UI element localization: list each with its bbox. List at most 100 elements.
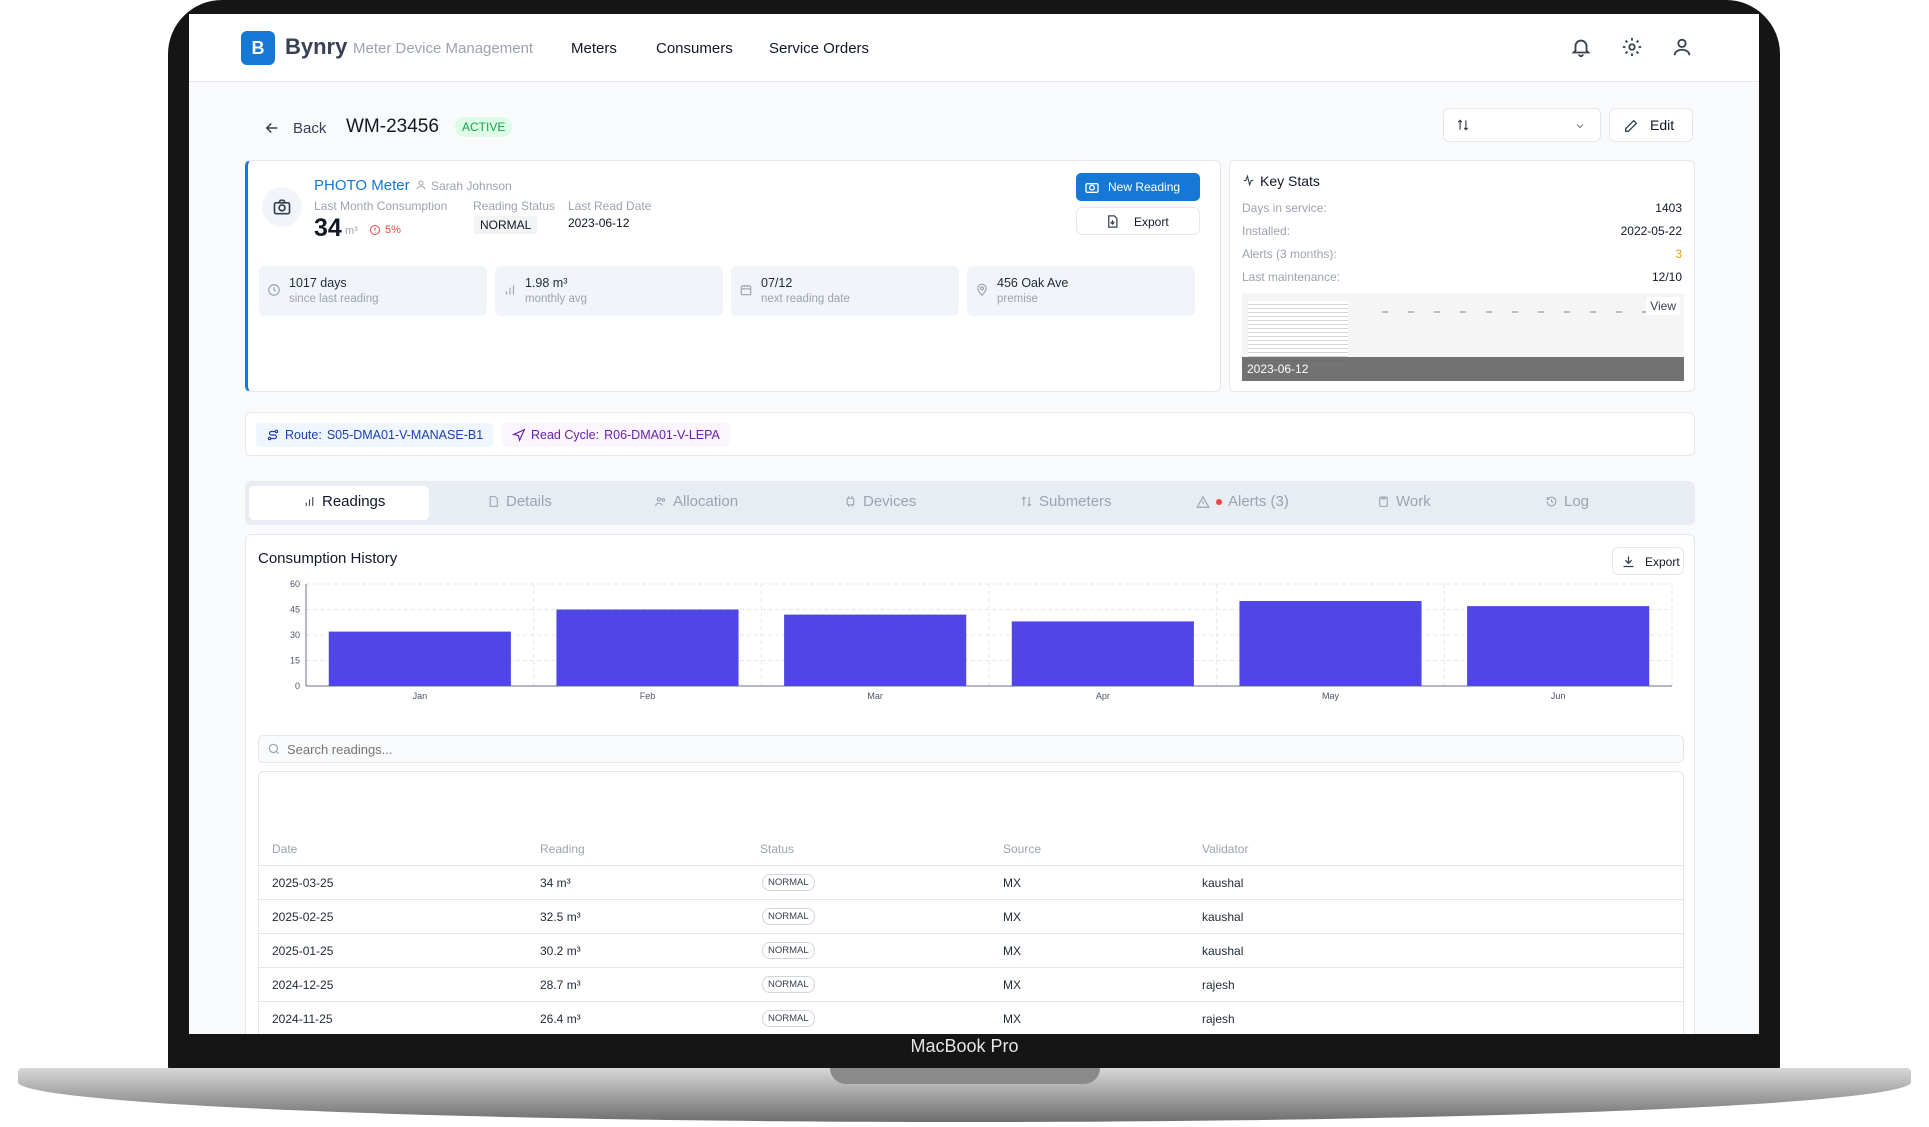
y-tick-label: 30: [290, 630, 300, 640]
chip-caption: premise: [997, 293, 1038, 305]
chip-caption: since last reading: [289, 293, 379, 305]
table-row[interactable]: 2025-03-25 34 m³ NORMAL MX kaushal: [257, 865, 1683, 899]
alert-dot: [1216, 498, 1222, 505]
bar-may: [1239, 601, 1422, 686]
y-tick-label: 45: [290, 605, 300, 615]
status-badge: NORMAL: [762, 908, 815, 925]
x-tick-label: Jun: [1551, 691, 1566, 701]
read-cycle-value: R06-DMA01-V-LEPA: [604, 428, 720, 442]
chip-value: 1017 days: [289, 276, 347, 290]
status-badge: NORMAL: [762, 976, 815, 993]
export-button[interactable]: Export: [1076, 207, 1200, 235]
user-icon: [416, 180, 426, 190]
key-stats-title: Key Stats: [1260, 173, 1320, 189]
users-icon: [655, 497, 666, 506]
gear-icon[interactable]: [1621, 36, 1643, 58]
logo[interactable]: B: [241, 31, 275, 65]
warning-icon: [1196, 495, 1210, 508]
edit-icon: [1625, 119, 1638, 132]
nav-meters[interactable]: Meters: [571, 40, 617, 57]
tab-alerts[interactable]: Alerts (3): [1196, 493, 1289, 510]
back-button[interactable]: Back: [293, 120, 327, 137]
stat-installed: Installed: 2022-05-22: [1242, 224, 1682, 238]
clock-icon: [268, 284, 280, 296]
edit-button[interactable]: Edit: [1609, 108, 1693, 142]
owner-name: Sarah Johnson: [431, 179, 512, 193]
table-cell: 2024-11-25: [272, 1012, 333, 1026]
route-label: Route:: [285, 428, 322, 442]
photo-texture: [1382, 311, 1672, 313]
tab-details[interactable]: Details: [487, 493, 552, 510]
col-validator[interactable]: Validator: [1202, 842, 1249, 856]
x-tick-label: Feb: [640, 691, 656, 701]
y-tick-label: 15: [290, 656, 300, 666]
table-cell: rajesh: [1202, 1012, 1235, 1026]
consumption-history-card: Consumption History Export 0 15 30 45 60 Jan F…: [245, 534, 1695, 1034]
chevron-down-icon: [1576, 124, 1584, 129]
user-icon[interactable]: [1671, 36, 1693, 58]
table-cell: 32.5 m³: [540, 910, 581, 924]
tab-submeters[interactable]: Submeters: [1020, 493, 1112, 510]
table-row[interactable]: 2024-12-25 28.7 m³ NORMAL MX rajesh: [257, 967, 1683, 1001]
col-reading[interactable]: Reading: [540, 842, 585, 856]
tab-devices[interactable]: Devices: [844, 493, 916, 510]
meter-photo-thumbnail[interactable]: 2023-06-12 View: [1242, 293, 1684, 381]
tab-allocation[interactable]: Allocation: [654, 493, 738, 510]
table-cell: 2025-02-25: [272, 910, 334, 924]
meter-type-link[interactable]: PHOTO Meter: [314, 177, 410, 194]
route-chip[interactable]: Route: S05-DMA01-V-MANASE-B1: [256, 423, 494, 447]
bar-feb: [556, 609, 739, 686]
col-date[interactable]: Date: [272, 842, 298, 856]
col-status[interactable]: Status: [760, 842, 795, 856]
view-photo-button[interactable]: View: [1646, 297, 1680, 315]
edit-label: Edit: [1650, 117, 1675, 133]
app-screen: B Bynry Meter Device Management Meters C…: [189, 14, 1759, 1034]
active-tab-highlight: [249, 486, 429, 520]
table-row[interactable]: 2025-02-25 32.5 m³ NORMAL MX kaushal: [257, 899, 1683, 933]
arrow-left-icon[interactable]: [263, 119, 281, 137]
sort-select[interactable]: [1443, 108, 1601, 142]
tab-log[interactable]: Log: [1545, 493, 1589, 510]
chip-next-reading: 07/12 next reading date: [731, 266, 959, 316]
export-label: Export: [1134, 215, 1169, 229]
x-tick-label: Apr: [1096, 691, 1110, 701]
search-input[interactable]: [287, 739, 887, 759]
table-cell: kaushal: [1202, 944, 1244, 958]
new-reading-button[interactable]: New Reading: [1076, 173, 1200, 201]
chip-caption: monthly avg: [525, 293, 588, 305]
table-cell: 28.7 m³: [540, 978, 581, 992]
camera-icon: [273, 199, 291, 215]
col-source[interactable]: Source: [1003, 842, 1042, 856]
nav-service-orders[interactable]: Service Orders: [769, 40, 870, 57]
status-badge: ACTIVE: [455, 117, 513, 137]
status-badge: NORMAL: [762, 942, 815, 959]
table-cell: 30.2 m³: [540, 944, 581, 958]
table-row[interactable]: 2025-01-25 30.2 m³ NORMAL MX kaushal: [257, 933, 1683, 967]
y-tick-label: 60: [290, 580, 300, 589]
search-readings[interactable]: [258, 735, 1684, 763]
route-value: S05-DMA01-V-MANASE-B1: [326, 428, 484, 442]
table-row[interactable]: 2024-11-25 26.4 m³ NORMAL MX rajesh: [257, 1001, 1683, 1034]
top-bar: B Bynry Meter Device Management Meters C…: [189, 14, 1759, 82]
tab-work[interactable]: Work: [1377, 493, 1431, 510]
table-cell: kaushal: [1202, 910, 1244, 924]
status-badge: NORMAL: [762, 874, 815, 891]
tab-readings[interactable]: Readings: [303, 493, 385, 510]
nav-consumers[interactable]: Consumers: [656, 40, 733, 57]
reading-status: NORMAL: [474, 216, 538, 234]
history-icon: [1546, 496, 1557, 507]
x-tick-label: Jan: [413, 691, 428, 701]
brand-name: Bynry: [285, 34, 348, 59]
bell-icon[interactable]: [1570, 36, 1592, 58]
tab-bar: Readings Details Allocation Devices Subm…: [245, 481, 1695, 525]
stat-alerts: Alerts (3 months): 3: [1242, 247, 1682, 261]
consumption-chart: 0 15 30 45 60 Jan Feb Mar Apr May Jun: [290, 580, 1673, 701]
history-export-button[interactable]: Export: [1612, 547, 1684, 575]
status-badge: NORMAL: [762, 1010, 815, 1027]
last-read-label: Last Read Date: [568, 199, 652, 213]
key-stats-card: Key Stats Days in service: 1403 Installed…: [1229, 160, 1695, 392]
chip-caption: next reading date: [761, 293, 850, 305]
consumption-value: 34: [314, 214, 342, 242]
read-cycle-chip[interactable]: Read Cycle: R06-DMA01-V-LEPA: [502, 423, 730, 447]
